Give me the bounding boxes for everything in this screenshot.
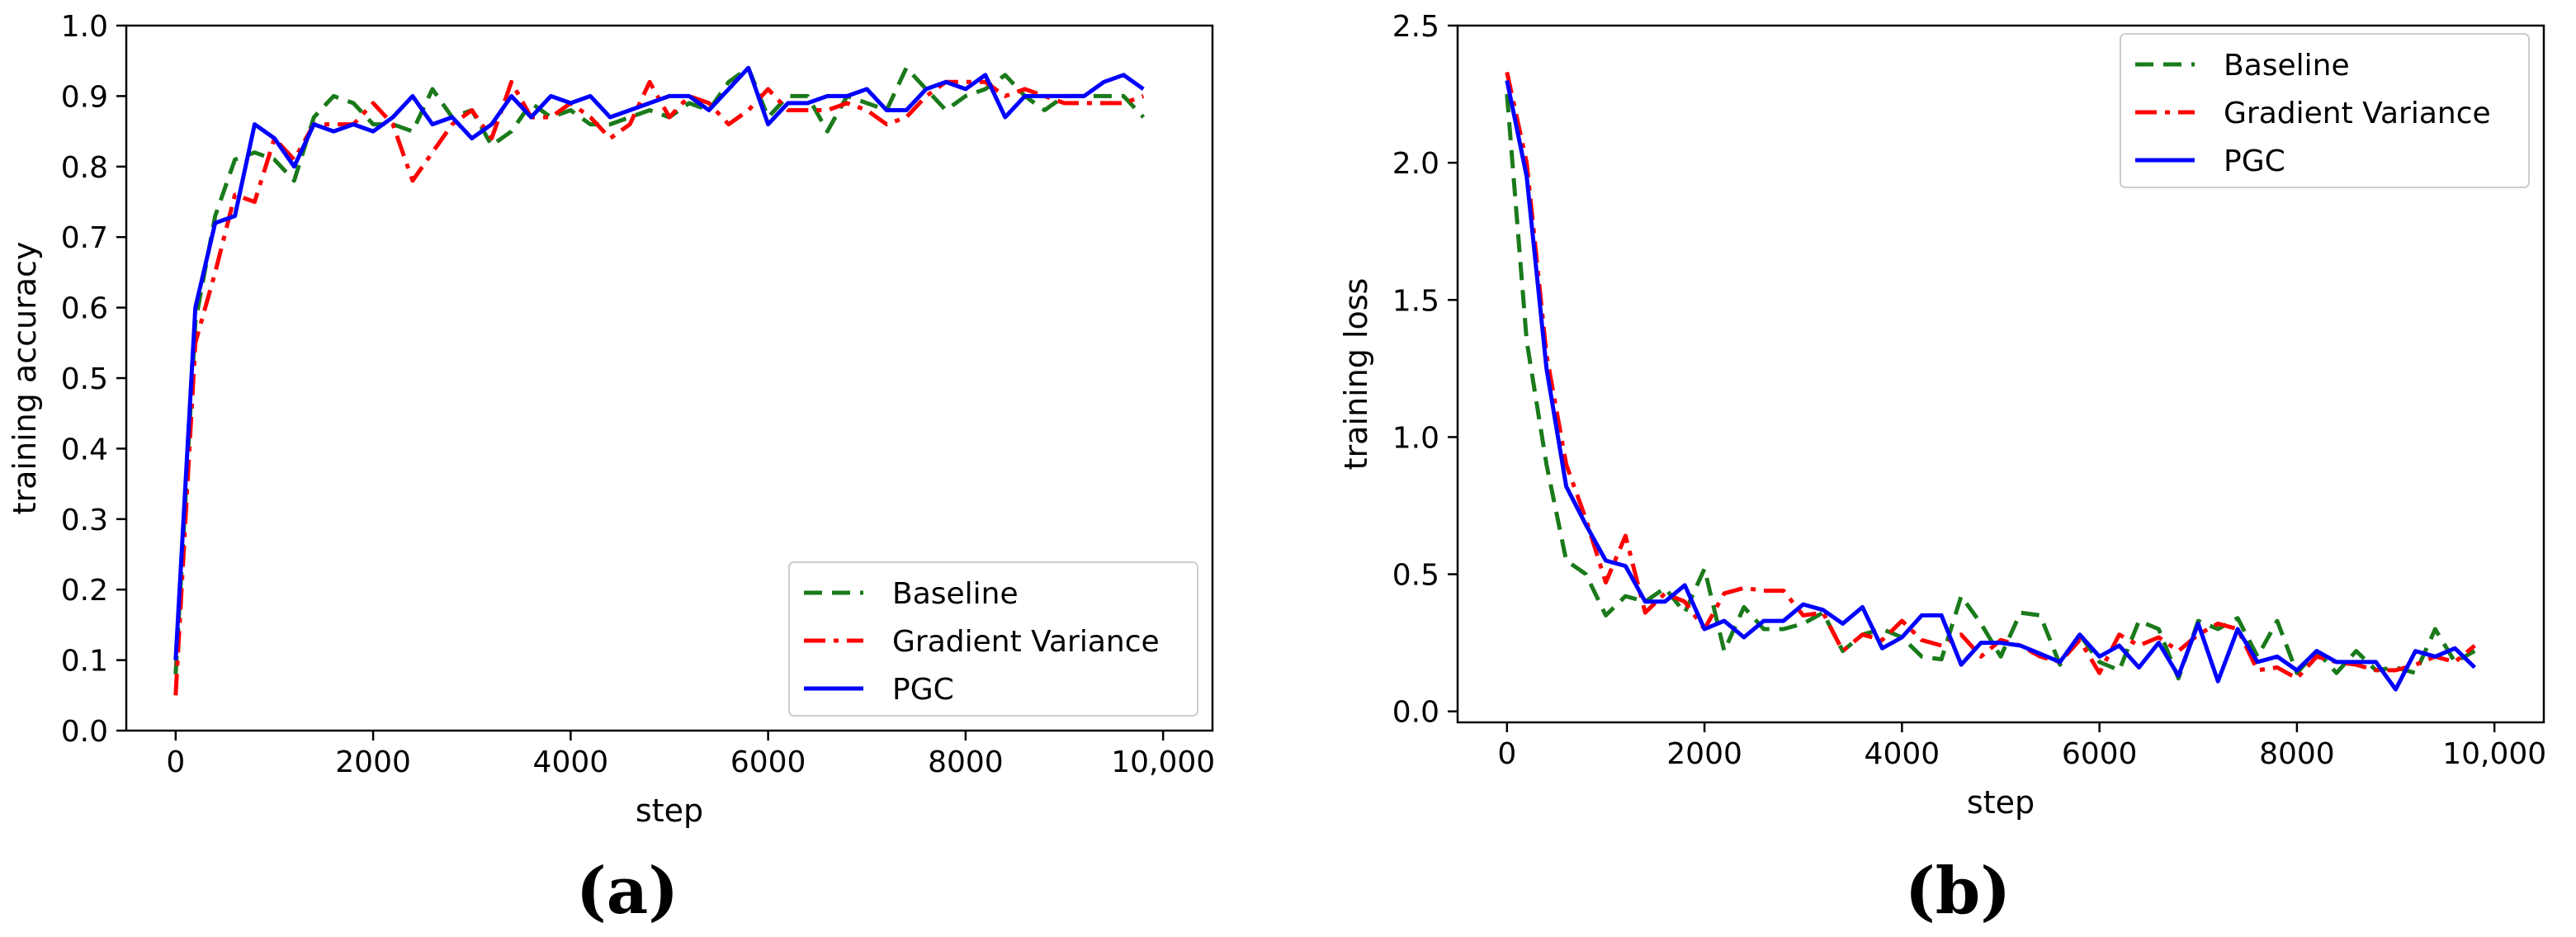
chart-a-y-tick-label: 0.6 <box>61 292 108 326</box>
chart-b-x-tick-label: 8000 <box>2259 737 2335 771</box>
chart-a-legend-label-gradient-variance: Gradient Variance <box>892 625 1160 659</box>
chart-b-legend-box <box>2120 33 2530 188</box>
chart-a-x-tick-label: 6000 <box>730 745 806 779</box>
chart-a-x-tick-label: 0 <box>166 745 185 779</box>
chart-b-panel-label: (b) <box>1905 854 2011 929</box>
chart-b-line-gradient-variance <box>1505 71 2476 681</box>
chart-a: 0 2000 4000 6000 8000 10,000 0.0 0.1 0.2 0.3 0.4 0.… <box>7 10 1215 929</box>
chart-a-x-tick-label: 4000 <box>533 745 609 779</box>
chart-a-y-tick-label: 0.7 <box>61 221 108 255</box>
chart-a-legend-box <box>788 561 1198 717</box>
chart-b-x-tick-label: 4000 <box>1865 737 1940 771</box>
chart-b-x-tick-label: 10,000 <box>2442 737 2546 771</box>
chart-a-legend-label-pgc: PGC <box>892 673 954 707</box>
chart-a-legend: Baseline Gradient Variance PGC <box>788 561 1198 717</box>
chart-a-line-pgc <box>173 65 1145 660</box>
chart-a-x-tick-label: 2000 <box>335 745 411 779</box>
chart-b-plot-frame <box>1456 24 2545 724</box>
chart-a-y-tick-label: 0.4 <box>61 433 108 466</box>
chart-b-line-baseline <box>1505 93 2476 681</box>
chart-a-y-tick-label: 1.0 <box>61 10 108 44</box>
chart-a-y-tick-label: 0.2 <box>61 574 108 608</box>
chart-a-y-tick-label: 0.3 <box>61 504 108 537</box>
chart-a-legend-label-baseline: Baseline <box>892 577 1019 611</box>
chart-b-y-tick-label: 0.0 <box>1392 696 1439 730</box>
chart-b-legend-label-gradient-variance: Gradient Variance <box>2224 97 2491 130</box>
chart-b-legend-label-baseline: Baseline <box>2224 49 2350 83</box>
chart-b-y-tick-label: 0.5 <box>1392 559 1439 593</box>
chart-a-x-axis-title: step <box>636 793 703 829</box>
chart-a-y-tick-label: 0.9 <box>61 80 108 114</box>
chart-b-y-tick-label: 2.5 <box>1392 10 1439 44</box>
chart-a-y-tick-label: 0.8 <box>61 151 108 185</box>
chart-a-x-tick-label: 10,000 <box>1111 745 1215 779</box>
chart-b-x-tick-label: 2000 <box>1666 737 1742 771</box>
chart-b-x-tick-label: 6000 <box>2062 737 2138 771</box>
chart-b-y-axis-title: training loss <box>1338 278 1374 471</box>
chart-b-y-tick-label: 1.5 <box>1392 284 1439 318</box>
chart-b-line-pgc <box>1505 79 2477 692</box>
chart-a-panel-label: (a) <box>576 854 678 929</box>
chart-a-y-tick-label: 0.0 <box>61 715 108 749</box>
chart-a-line-baseline <box>173 65 1146 674</box>
chart-a-x-tick-label: 8000 <box>928 745 1004 779</box>
chart-b-legend-label-pgc: PGC <box>2224 144 2285 178</box>
chart-b-legend: Baseline Gradient Variance PGC <box>2120 33 2530 188</box>
chart-a-y-tick-label: 0.1 <box>61 645 108 679</box>
chart-a-y-axis-title: training accuracy <box>7 242 43 515</box>
chart-b-x-axis-title: step <box>1967 784 2035 821</box>
chart-b: 0 2000 4000 6000 8000 10,000 0.0 0.5 1.0 1.5 2.0 2.… <box>1338 10 2546 929</box>
chart-a-y-tick-label: 0.5 <box>61 362 108 396</box>
chart-b-x-tick-label: 0 <box>1497 737 1516 771</box>
chart-b-y-tick-label: 2.0 <box>1392 147 1439 181</box>
chart-b-y-tick-label: 1.0 <box>1392 421 1439 455</box>
